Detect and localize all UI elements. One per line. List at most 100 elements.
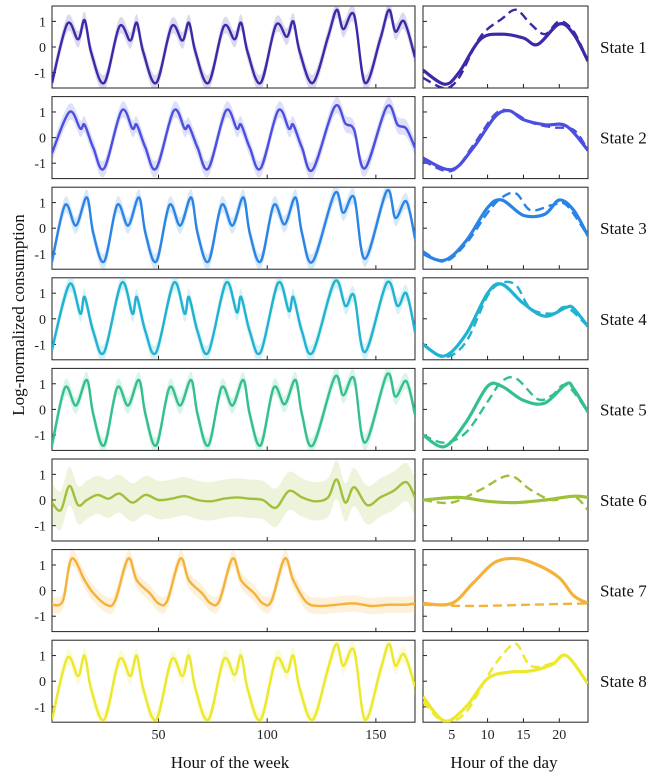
week-ytick-label: -1 [34,520,46,535]
week-confidence-band [52,549,415,615]
week-ytick-label: 1 [39,650,46,665]
week-series-group [52,6,415,88]
day-weekday-line [423,381,588,449]
day-series-group [423,8,588,88]
week-ytick-label: -1 [34,610,46,625]
week-confidence-band [52,640,415,723]
day-weekend-dashed-line [423,642,588,723]
state-label: State 2 [600,129,647,148]
week-series-group [52,640,415,723]
state-row: -1 0 1 State 7 [34,549,647,633]
day-weekend-dashed-line [423,8,588,88]
week-series-group [52,368,415,451]
state-row: -1 0 1 State 4 [34,277,647,361]
day-weekday-line [423,22,588,86]
day-weekend-dashed-line [423,375,588,444]
week-series-line [52,188,415,264]
x-axis-label-week: Hour of the week [171,753,290,772]
day-series-group [423,474,588,512]
week-series-line [52,478,415,512]
week-ytick-label: 0 [39,132,46,147]
day-weekday-line [423,556,588,607]
state-label: State 1 [600,38,647,57]
state-row: -1 0 1 State 5 [34,367,647,451]
day-panel-frame [422,549,589,633]
day-series-group [423,556,588,608]
day-xtick-label: 20 [552,728,566,743]
y-axis-label: Log-normalized consumption [9,214,28,416]
week-series-line [52,372,415,448]
state-row: -1 0 1 State 6 [34,458,647,542]
day-weekend-dashed-line [423,602,588,608]
week-ytick-label: -1 [34,701,46,716]
week-ytick-label: -1 [34,157,46,172]
day-weekday-line [423,494,588,505]
week-confidence-band [52,96,415,179]
week-series-group [52,277,415,360]
week-series-line [52,104,415,173]
day-weekday-line [423,198,588,263]
week-ytick-label: 0 [39,585,46,600]
day-series-group [423,108,588,173]
day-weekday-line [423,653,588,723]
day-weekend-dashed-line [423,108,588,173]
week-ytick-label: 1 [39,378,46,393]
day-weekday-line [423,109,588,172]
day-series-group [423,642,588,723]
week-confidence-band [52,277,415,360]
state-row: -1 0 1 State 2 [34,96,647,180]
state-label: State 8 [600,672,647,691]
week-confidence-band [52,460,415,530]
day-xtick-label: 5 [448,728,455,743]
week-ytick-label: -1 [34,429,46,444]
week-series-group [52,549,415,615]
week-ytick-label: 1 [39,197,46,212]
day-series-group [423,191,588,263]
week-ytick-label: 1 [39,15,46,30]
day-weekend-dashed-line [423,474,588,512]
week-xtick-label: 100 [257,728,278,743]
week-confidence-band [52,187,415,270]
week-ytick-label: 0 [39,675,46,690]
week-ytick-label: 0 [39,222,46,237]
week-ytick-label: 0 [39,41,46,56]
day-weekend-dashed-line [423,191,588,263]
week-ytick-label: 1 [39,287,46,302]
day-panel-frame [422,367,589,451]
week-series-line [52,642,415,722]
week-ytick-label: -1 [34,338,46,353]
panels: -1 0 1 State 1 -1 0 1 State 2 -1 0 1 State 3 -1 0 1 Sta… [34,5,647,743]
week-series-line [52,279,415,356]
week-ytick-label: -1 [34,248,46,263]
x-axis-label-day: Hour of the day [450,753,558,772]
state-label: State 6 [600,491,647,510]
state-label: State 3 [600,219,647,238]
day-panel-frame [422,458,589,542]
day-xtick-label: 15 [516,728,530,743]
state-label: State 5 [600,400,647,419]
day-panel-frame [422,277,589,361]
week-ytick-label: 0 [39,494,46,509]
week-series-line [52,8,415,85]
week-series-group [52,187,415,270]
week-ytick-label: 0 [39,403,46,418]
day-panel-frame [422,5,589,89]
week-ytick-label: 0 [39,313,46,328]
day-weekday-line [423,282,588,358]
week-ytick-label: 1 [39,559,46,574]
state-row: -1 0 1 State 1 [34,5,647,89]
day-weekend-dashed-line [423,280,588,359]
week-series-group [52,460,415,530]
week-xtick-label: 150 [365,728,386,743]
day-xtick-label: 10 [481,728,495,743]
state-row: -1 0 1 State 3 [34,186,647,270]
state-label: State 4 [600,310,647,329]
week-ytick-label: 1 [39,468,46,483]
week-xtick-label: 50 [152,728,166,743]
day-series-group [423,280,588,359]
week-ytick-label: 1 [39,106,46,121]
week-confidence-band [52,368,415,451]
week-series-line [52,557,415,608]
day-series-group [423,375,588,449]
